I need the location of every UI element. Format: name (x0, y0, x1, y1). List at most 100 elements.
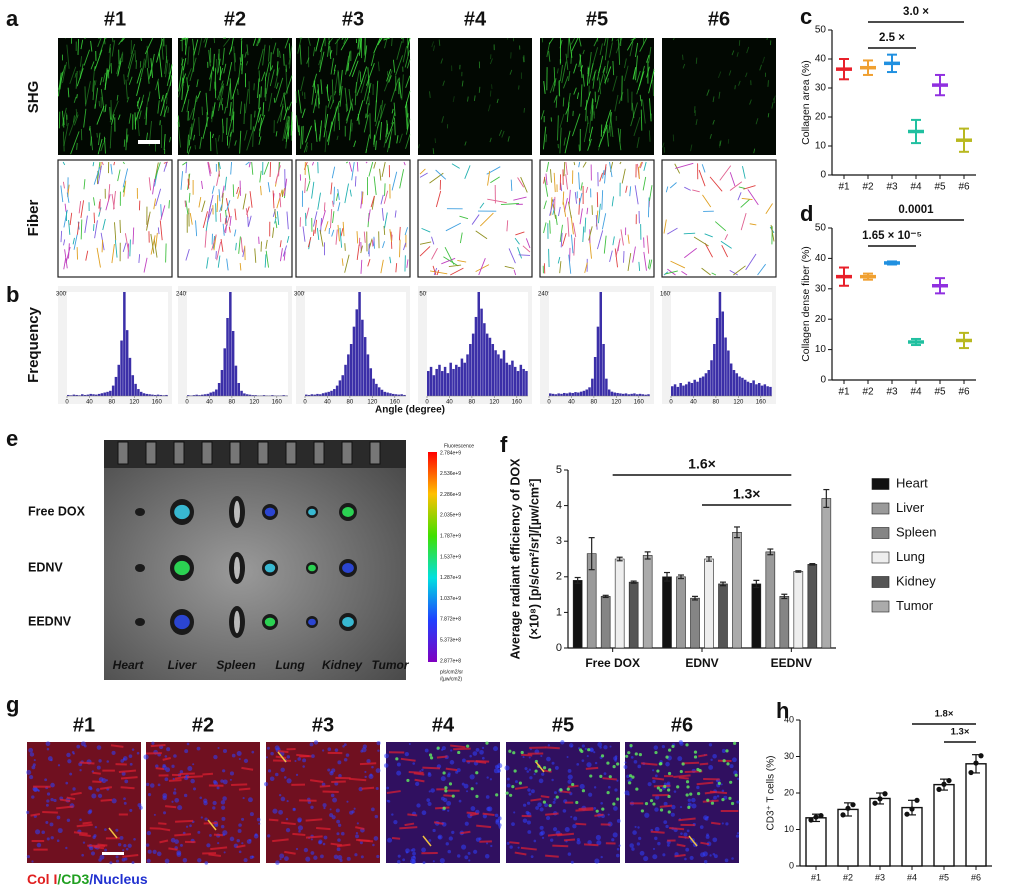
fiber-trace (245, 208, 249, 218)
panel-letter: b (6, 282, 19, 307)
column-header: #5 (586, 8, 608, 30)
cd3-signal (710, 801, 715, 805)
panel-letter: h (776, 698, 789, 723)
fiber-trace (94, 220, 98, 239)
fiber-signal (155, 78, 160, 91)
nucleus-signal (652, 779, 656, 784)
fiber-signal (139, 59, 147, 79)
fiber-trace (165, 243, 167, 263)
nucleus-signal (533, 773, 536, 776)
fiber-signal (738, 80, 741, 86)
nucleus-signal (713, 854, 718, 859)
x-tick-label: 80 (109, 400, 116, 406)
fiber-trace (150, 233, 155, 254)
fiber-signal (324, 105, 327, 128)
fiber-trace (543, 222, 547, 234)
fiber-signal (75, 108, 78, 118)
tube (341, 441, 353, 465)
fiber-trace (563, 161, 566, 177)
fiber-trace (701, 267, 711, 276)
nucleus-signal (251, 855, 254, 858)
significance-label: 1.6× (688, 456, 716, 472)
nucleus-signal (229, 778, 232, 781)
nucleus-signal (50, 836, 54, 840)
histogram-bar (162, 395, 165, 396)
nucleus-signal (498, 826, 501, 829)
fiber-signal (767, 113, 770, 118)
fiber-signal (406, 59, 411, 69)
fiber-trace (373, 176, 377, 196)
fiber-signal (440, 58, 444, 64)
nucleus-signal (634, 825, 637, 828)
stain-legend-item: /CD3 (57, 871, 89, 887)
histogram-bar (746, 381, 750, 396)
legend-swatch (871, 502, 890, 515)
cd3-signal (511, 785, 515, 789)
nucleus-signal (128, 754, 133, 758)
collagen-signal (435, 806, 450, 810)
nucleus-signal (220, 779, 224, 783)
histogram-bar (505, 362, 509, 396)
fiber-signal (588, 51, 592, 77)
fiber-trace (356, 231, 359, 244)
histogram-bar (394, 394, 398, 396)
fiber-trace (582, 161, 587, 168)
nucleus-signal (528, 756, 531, 759)
fiber-trace (609, 250, 613, 262)
fiber-signal (755, 118, 759, 125)
fiber-trace (282, 245, 288, 257)
nucleus-signal (106, 760, 110, 763)
organ-label: Liver (168, 658, 198, 672)
y-tick-label: 50 (419, 292, 426, 298)
fiber-trace (601, 213, 607, 230)
fiber-signal (351, 122, 353, 132)
fiber-trace (264, 254, 267, 268)
column-header: #4 (464, 8, 487, 30)
fiber-trace (215, 251, 217, 259)
histogram-bar (429, 366, 433, 396)
fiber-trace (621, 168, 626, 184)
fiber-signal (400, 37, 403, 40)
organ-signal (308, 564, 316, 572)
fiber-signal (62, 61, 68, 84)
nucleus-signal (572, 824, 577, 829)
fiber-trace (647, 259, 651, 269)
histogram-bar (718, 292, 722, 396)
nucleus-signal (631, 847, 635, 851)
fiber-signal (582, 74, 585, 87)
nucleus-signal (56, 815, 61, 820)
fiber-trace (632, 246, 636, 263)
fiber-trace (435, 169, 447, 180)
fiber-signal (595, 95, 600, 109)
fiber-signal (662, 142, 665, 148)
panel-letter: c (800, 4, 812, 29)
fiber-trace (211, 234, 217, 251)
bar (821, 498, 832, 649)
fiber-trace (444, 246, 455, 265)
fiber-signal (366, 134, 370, 149)
nucleus-signal (121, 771, 126, 776)
column-header: #1 (104, 8, 126, 30)
fiber-trace (371, 239, 374, 247)
fiber-trace (500, 202, 520, 206)
fiber-trace (242, 193, 247, 210)
colorbar-unit: p/s/cm2/sr (440, 669, 463, 675)
fiber-trace (78, 201, 82, 214)
cd3-signal (685, 793, 689, 797)
nucleus-signal (570, 815, 573, 818)
cd3-signal (575, 800, 579, 805)
fiber-signal (229, 131, 232, 137)
cd3-signal (625, 754, 629, 758)
histogram-bar (477, 292, 481, 396)
nucleus-signal (639, 850, 645, 856)
fiber-trace (743, 185, 756, 190)
fiber-trace (182, 161, 188, 166)
fiber-signal (373, 120, 380, 143)
collagen-signal (356, 838, 370, 842)
collagen-signal (316, 826, 331, 831)
nucleus-signal (567, 852, 572, 856)
fiber-signal (392, 59, 396, 73)
nucleus-signal (45, 821, 49, 825)
colorbar-tick-label: 2.286e+9 (440, 492, 461, 498)
fiber-signal (244, 88, 249, 114)
